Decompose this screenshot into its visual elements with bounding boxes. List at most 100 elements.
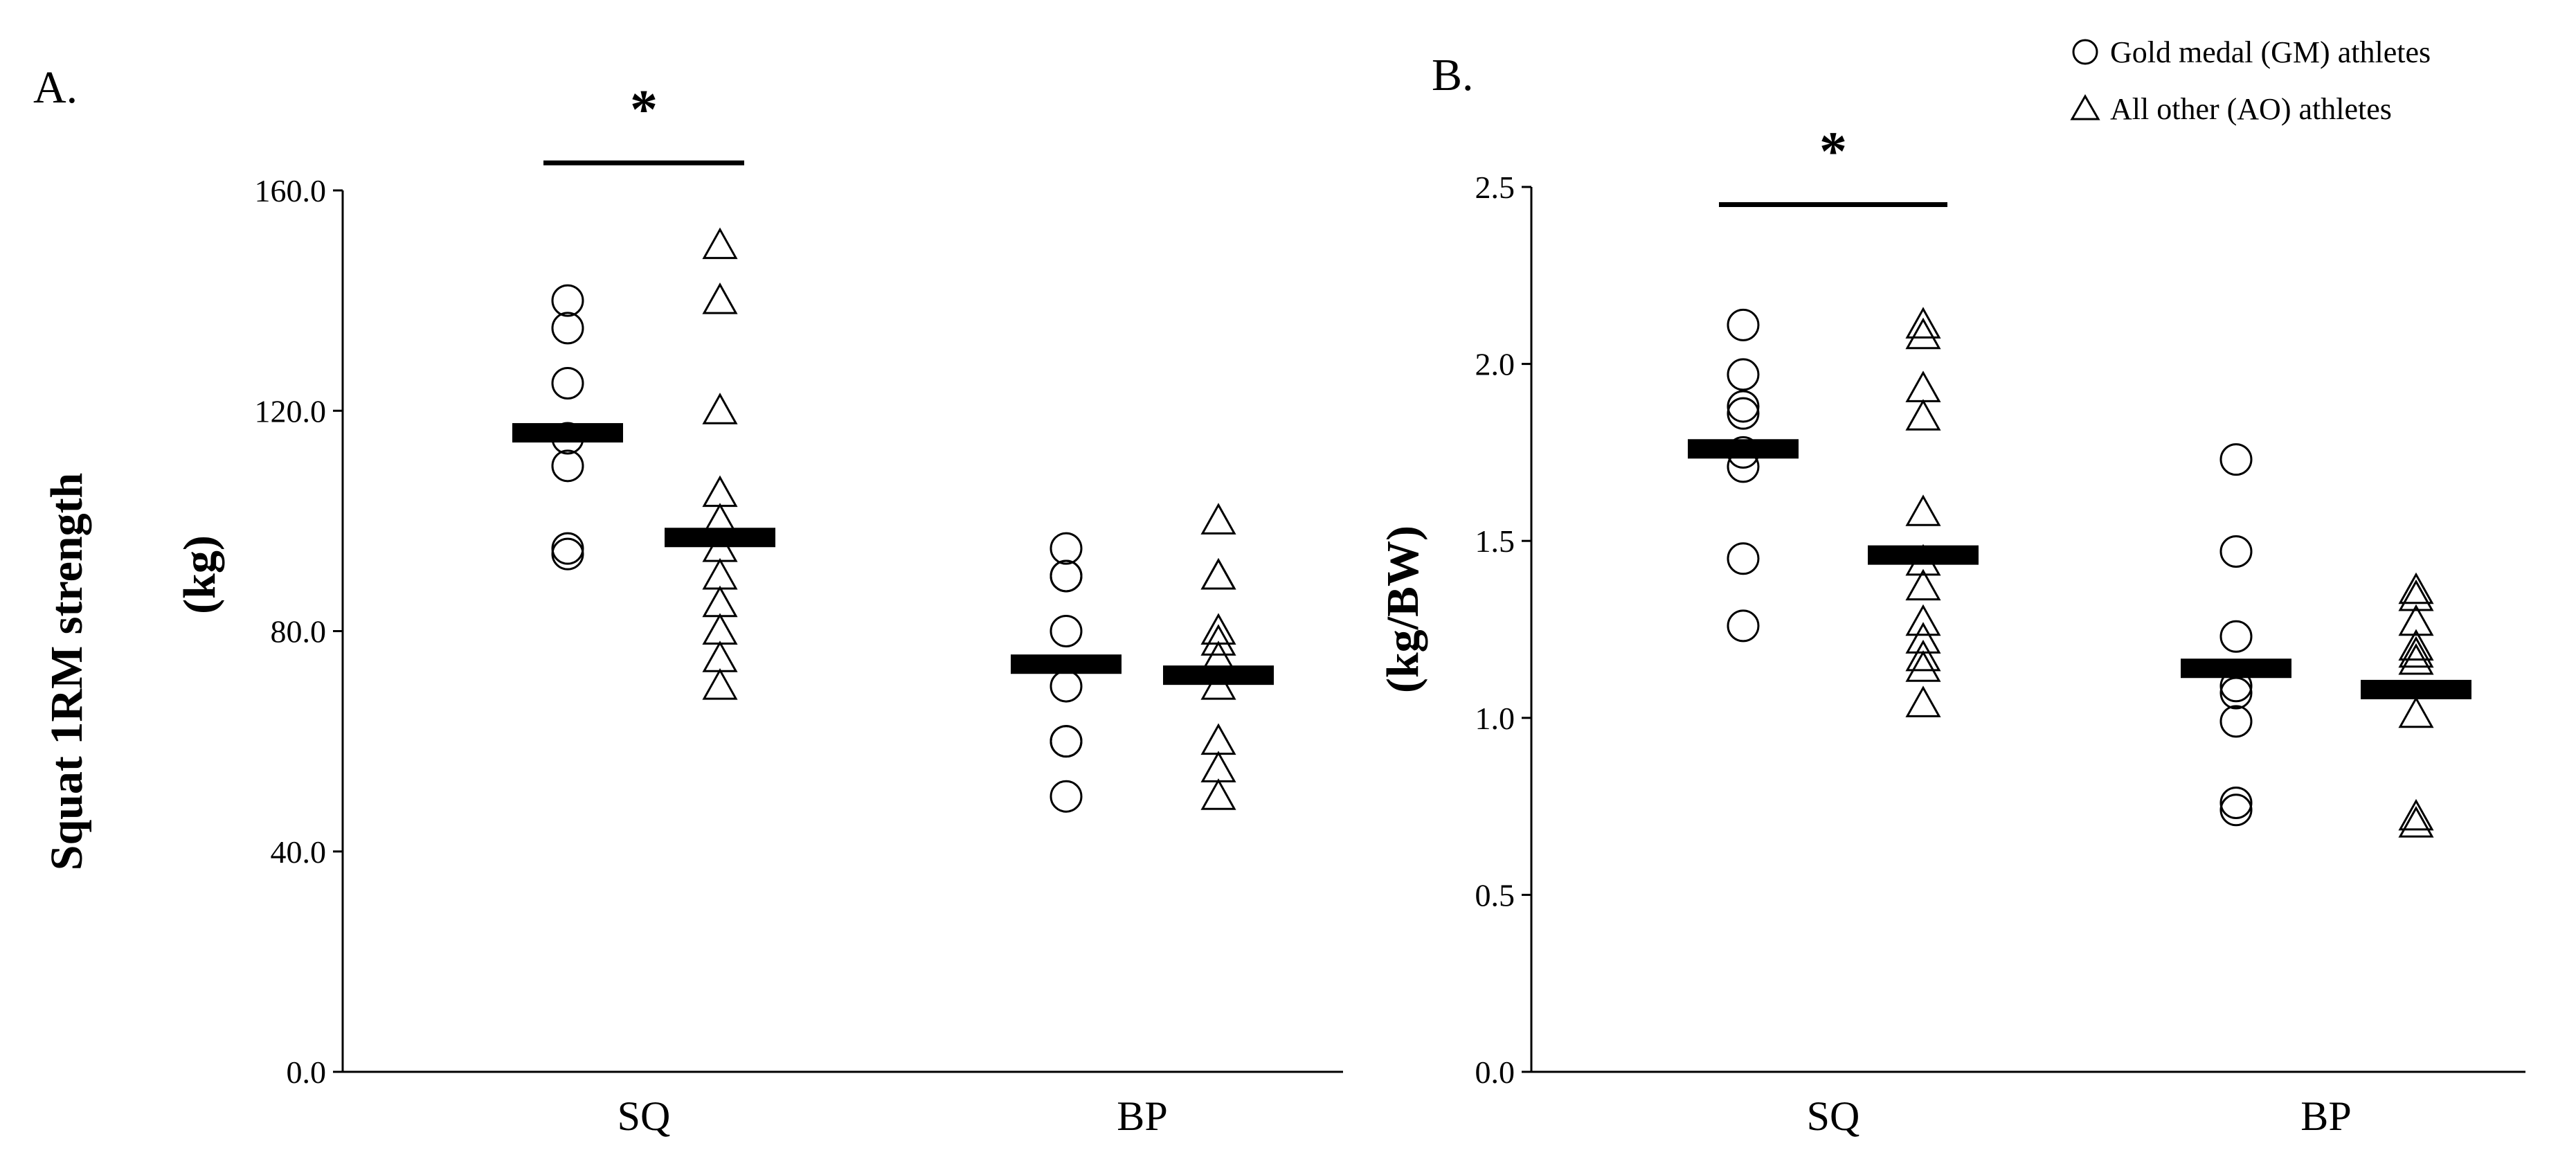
data-point-gm — [551, 284, 584, 317]
data-point-ao — [1200, 723, 1236, 755]
data-point-gm — [1727, 308, 1760, 341]
data-point-gm — [551, 366, 584, 400]
panel-label-a: A. — [33, 62, 78, 113]
category-labels-b: SQ BP — [1807, 1093, 2352, 1139]
data-point-gm — [2219, 535, 2253, 568]
data-point-gm — [551, 312, 584, 345]
y-tick-label: 2.5 — [1475, 170, 1515, 205]
data-point-ao — [1200, 778, 1236, 810]
y-ticks-a: 0.0 40.0 80.0 120.0 160.0 — [255, 173, 343, 1090]
y-axis-unit-a: (kg) — [174, 535, 225, 614]
data-marks-a — [551, 227, 1236, 813]
data-marks-b — [1727, 307, 2434, 838]
y-tick-label: 2.0 — [1475, 347, 1515, 382]
panel-b: B. (kg/BW) 0.0 0.5 1.0 1.5 2.0 2.5 SQ BP * — [1378, 50, 2525, 1139]
data-point-gm — [1727, 609, 1760, 643]
y-tick-label: 1.5 — [1475, 523, 1515, 559]
y-tick-label: 160.0 — [255, 173, 327, 208]
data-point-ao — [1905, 685, 1941, 717]
y-axis-label-b: (kg/BW) — [1378, 526, 1428, 693]
data-point-ao — [1905, 568, 1941, 601]
data-point-gm — [2219, 705, 2253, 738]
data-point-ao — [1905, 317, 1941, 350]
mean-bars-a — [512, 423, 1274, 685]
data-point-ao — [1905, 639, 1941, 672]
axes-a — [341, 190, 1343, 1073]
data-point-gm — [1727, 390, 1760, 423]
data-point-ao — [2398, 806, 2434, 838]
data-point-ao — [1200, 624, 1236, 656]
data-point-ao — [702, 640, 738, 672]
data-point-gm — [2219, 620, 2253, 653]
data-point-gm — [1727, 397, 1760, 430]
data-point-ao — [702, 475, 738, 508]
y-tick-label: 0.0 — [287, 1055, 327, 1090]
data-point-ao — [1905, 399, 1941, 431]
y-ticks-b: 0.0 0.5 1.0 1.5 2.0 2.5 — [1475, 170, 1531, 1090]
data-point-ao — [702, 227, 738, 260]
legend-circle-marker — [2072, 39, 2098, 65]
data-point-ao — [1905, 650, 1941, 682]
data-point-gm — [1727, 358, 1760, 391]
legend-triangle-marker — [2070, 93, 2100, 120]
x-category-label-bp: BP — [2300, 1093, 2351, 1139]
data-point-gm — [1050, 780, 1083, 813]
y-tick-label: 0.0 — [1475, 1055, 1515, 1090]
data-point-ao — [702, 585, 738, 618]
data-point-gm — [1050, 532, 1083, 565]
data-point-ao — [702, 557, 738, 590]
y-tick-label: 40.0 — [271, 834, 327, 870]
significance-b: * — [1719, 122, 1947, 208]
significance-star-a: * — [630, 80, 658, 141]
mean-bar — [1011, 654, 1122, 674]
mean-bar — [2361, 679, 2471, 699]
significance-a: * — [543, 80, 744, 165]
y-tick-label: 80.0 — [271, 614, 327, 649]
panel-label-b: B. — [1432, 50, 1474, 100]
y-tick-label: 0.5 — [1475, 877, 1515, 913]
significance-star-b: * — [1819, 122, 1847, 183]
data-point-ao — [1905, 307, 1941, 339]
data-point-ao — [702, 613, 738, 645]
data-point-ao — [2398, 696, 2434, 728]
data-point-gm — [1050, 670, 1083, 703]
mean-bars-b — [1688, 439, 2471, 699]
data-point-ao — [1905, 604, 1941, 636]
data-point-ao — [2398, 643, 2434, 675]
data-point-ao — [1200, 503, 1236, 535]
data-point-ao — [1200, 613, 1236, 645]
data-point-gm — [1050, 615, 1083, 647]
mean-bar — [1163, 665, 1274, 685]
mean-bar — [2181, 658, 2291, 679]
x-category-label-sq: SQ — [618, 1093, 671, 1139]
panel-a: A. Squat 1RM strength (kg) 0.0 40.0 80.0 12… — [33, 62, 1343, 1139]
data-point-gm — [2219, 443, 2253, 476]
y-tick-label: 1.0 — [1475, 701, 1515, 736]
category-labels-a: SQ BP — [618, 1093, 1168, 1139]
data-point-ao — [2398, 798, 2434, 831]
data-point-gm — [2219, 676, 2253, 710]
data-point-gm — [551, 537, 584, 571]
data-point-gm — [551, 449, 584, 483]
mean-bar — [1688, 439, 1799, 459]
mean-bar — [1868, 545, 1979, 565]
y-tick-label: 120.0 — [255, 393, 327, 429]
data-point-ao — [702, 393, 738, 424]
data-point-ao — [2398, 629, 2434, 661]
data-point-gm — [1050, 559, 1083, 593]
data-point-ao — [1200, 751, 1236, 782]
data-point-ao — [2398, 579, 2434, 611]
data-point-gm — [1727, 542, 1760, 575]
mean-bar — [665, 528, 775, 548]
data-point-ao — [2398, 572, 2434, 604]
mean-bar — [512, 423, 623, 443]
data-point-gm — [1050, 725, 1083, 758]
data-point-ao — [1200, 557, 1236, 590]
x-category-label-bp: BP — [1117, 1093, 1167, 1139]
data-point-ao — [1200, 557, 1236, 590]
data-point-gm — [2219, 786, 2253, 819]
x-category-label-sq: SQ — [1807, 1093, 1860, 1139]
legend: Gold medal (GM) athletes All other (AO) … — [2070, 35, 2431, 126]
axes-b — [1530, 187, 2525, 1073]
